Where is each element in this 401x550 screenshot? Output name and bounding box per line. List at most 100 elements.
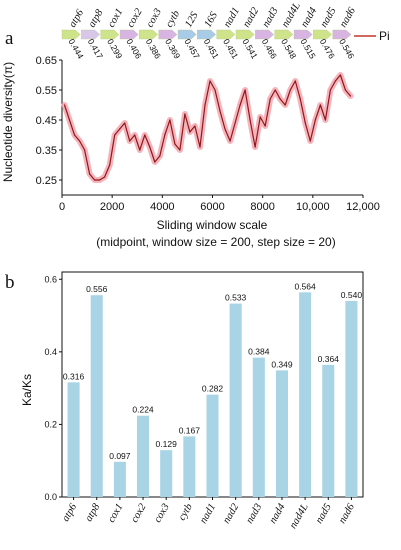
bar-value-label: 0.564 [294,281,316,291]
gene-pi-atp8: 0.417 [86,37,105,61]
pi-point [78,140,81,142]
gene-arrow-16S [197,29,216,40]
pi-point [294,80,296,82]
legend-pi-label: Pi [379,29,390,43]
panel-b-ytick-label: 0.2 [44,419,57,429]
panel-a-xtick-label: 8000 [250,201,274,213]
pi-point [284,104,286,106]
pi-point [199,146,201,148]
pi-point [124,122,126,124]
pi-point [189,131,191,133]
panel-a-axes: 0.25 0.35 0.45 0.55 0.65 0 2000 4000 6000 8000 10,… [36,55,380,213]
panel-a-xtick-label: 2000 [100,201,124,213]
gene-label-16S: 16S [203,10,221,30]
panel-b-ylabel: Ka/Ks [20,374,34,406]
panel-a-ytick-label: 0.65 [36,55,57,67]
bar-value-label: 0.167 [179,425,201,435]
bar-cox3 [160,450,173,497]
gene-arrow-nad3 [255,29,274,40]
pi-point [94,179,96,181]
gene-arrow-atp6 [61,29,81,40]
pi-point [204,104,206,106]
pi-point [214,89,216,91]
pi-point [274,89,276,91]
gene-label-12S: 12S [183,10,201,30]
bar-value-label: 0.316 [63,371,85,381]
bar-value-label: 0.540 [341,290,363,300]
panel-a-ytick-label: 0.45 [36,115,57,127]
gene-pi-12S: 0.457 [182,37,201,61]
pi-point [88,173,91,175]
pi-point [239,104,241,106]
pi-point [104,176,106,178]
pi-point [279,98,281,100]
pi-point [159,155,161,157]
pi-point [289,89,291,91]
pi-point [164,134,166,136]
pi-point [329,89,331,91]
gene-label-atp6: atp6 [67,7,86,29]
panel-a-ytick-label: 0.35 [36,145,57,157]
gene-pi-nad6: 0.546 [337,37,356,61]
gene-pi-nad5: 0.476 [318,37,337,61]
bar-value-label: 0.129 [156,439,178,449]
pi-point [144,134,146,136]
pi-point [309,140,311,142]
category-label-cox1: cox1 [106,502,125,525]
pi-point [114,134,116,136]
pi-point [174,143,176,145]
bar-value-label: 0.384 [248,347,270,357]
pi-point [149,146,151,148]
bar-nad2 [229,303,242,497]
pi-point [119,128,121,130]
bar-value-label: 0.282 [202,384,224,394]
gene-pi-nad4L: 0.548 [279,37,298,61]
category-label-nad3: nad3 [244,502,264,526]
category-label-cox3: cox3 [152,502,171,525]
pi-line [63,74,351,181]
bar-value-label: 0.556 [86,284,108,294]
pi-point [99,179,101,181]
pi-point [63,104,66,106]
pi-point [134,134,136,136]
gene-label-nad5: nad5 [319,6,339,30]
gene-label-atp8: atp8 [87,7,106,29]
pi-point [334,80,337,82]
pi-point [324,119,326,121]
pi-point [249,119,251,121]
pi-point [224,128,226,130]
gene-pi-cox2: 0.406 [124,37,143,61]
panel-a-xlabel-sub: (midpoint, window size = 200, step size … [96,235,335,249]
gene-label-nad6: nad6 [338,5,358,29]
gene-label-nad2: nad2 [241,5,261,29]
gene-arrow-cox1 [100,29,120,40]
category-label-cytb: cytb [177,502,195,523]
panel-a-legend: Pi [354,29,390,43]
panel-a-ytick-label: 0.25 [36,175,57,187]
pi-point [154,161,156,163]
category-label-nad6: nad6 [337,501,357,525]
pi-point [109,164,111,166]
panel-a-xtick-label: 0 [59,201,65,213]
pi-point [339,74,342,76]
panel-a-ytick-label: 0.55 [36,85,57,97]
panel-a-xlabel: Sliding window scale [157,218,268,232]
gene-label-nad4: nad4 [299,5,319,29]
bar-nad3 [252,357,265,497]
gene-pi-nad1: 0.451 [221,37,240,61]
panel-b-ytick-label: 0.0 [44,492,57,502]
gene-arrow-nad4L [274,29,294,40]
panel-a-xtick-label: 4000 [150,201,174,213]
panel-b-bars: 0.316 atp6 0.556 atp8 0.097 cox1 0.224 cox2 0.12… [60,281,362,530]
category-label-nad4: nad4 [268,501,288,525]
gene-label-nad1: nad1 [222,6,242,30]
gene-pi-cox1: 0.299 [105,37,124,61]
gene-pi-16S: 0.451 [202,37,221,61]
pi-point [259,116,261,118]
bar-value-label: 0.349 [271,359,293,369]
pi-point [209,80,211,82]
pi-point [344,89,347,91]
pi-point [73,134,76,136]
